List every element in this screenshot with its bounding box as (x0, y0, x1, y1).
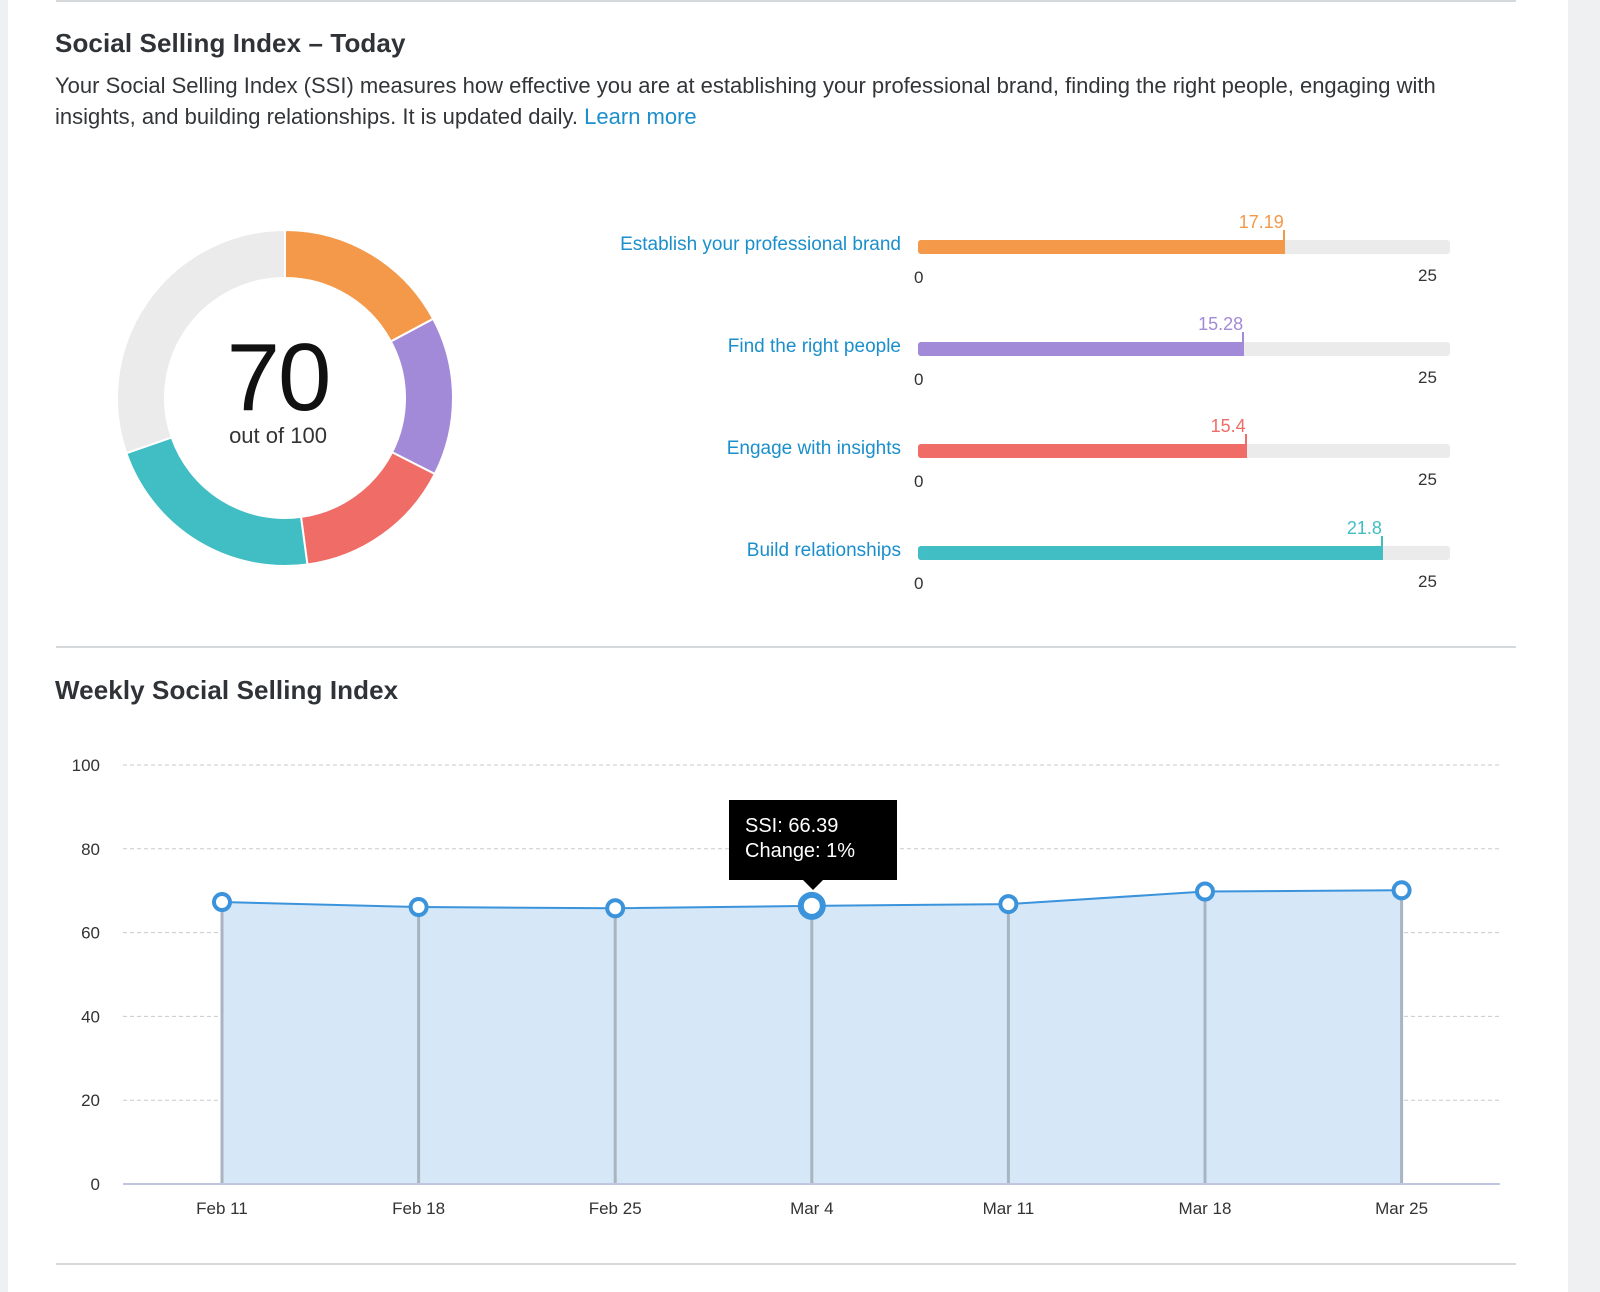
ssi-score-caption: out of 100 (229, 423, 327, 448)
pillar-value: 15.4 (1210, 416, 1246, 436)
pillar-value: 17.19 (1238, 212, 1284, 232)
pillar-bar-marker (1242, 332, 1245, 356)
pillar-label[interactable]: Engage with insights (726, 438, 901, 459)
tooltip-change: Change: 1% (745, 840, 856, 862)
pillar-bar-marker (1380, 536, 1383, 560)
pillar-engage-insights: Engage with insights 15.4 0 25 (568, 410, 1468, 500)
today-title: Social Selling Index – Today (55, 28, 406, 58)
pillar-axis-min: 0 (914, 574, 924, 593)
data-point[interactable] (212, 892, 232, 913)
x-tick-label: Feb 11 (196, 1199, 248, 1218)
pillar-axis-min: 0 (914, 268, 924, 287)
y-tick-label: 0 (91, 1175, 100, 1194)
section-divider (56, 646, 1516, 648)
x-tick-label: Mar 4 (790, 1199, 833, 1218)
donut-segment-1 (389, 317, 454, 476)
ssi-donut-chart (116, 230, 454, 567)
data-point[interactable] (605, 898, 626, 919)
pillar-label[interactable]: Establish your professional brand (620, 234, 901, 255)
data-point[interactable] (1195, 881, 1215, 902)
pillar-axis-max: 25 (1418, 572, 1437, 591)
pillar-professional-brand: Establish your professional brand 17.19 … (568, 206, 1468, 296)
pillar-axis-max: 25 (1418, 368, 1437, 387)
y-tick-label: 60 (81, 924, 100, 943)
bottom-divider (56, 1263, 1516, 1265)
y-tick-label: 80 (81, 840, 100, 859)
pillar-bar-fill (918, 240, 1284, 254)
pillar-bar-track: 17.19 (918, 212, 1450, 254)
pillar-value: 15.28 (1198, 314, 1244, 334)
ssi-description: Your Social Selling Index (SSI) measures… (55, 70, 1505, 132)
top-divider (56, 0, 1516, 2)
weekly-ssi-chart: 0 20 40 60 80 100 Feb 11 Feb 18 Feb 25 Mar 4 Mar 1… (72, 756, 1500, 1218)
data-point[interactable] (1391, 880, 1412, 901)
pillar-axis-max: 25 (1418, 266, 1437, 285)
y-tick-label: 20 (81, 1091, 100, 1110)
learn-more-link[interactable]: Learn more (584, 104, 697, 129)
x-tick-label: Mar 25 (1375, 1199, 1428, 1218)
pillar-right-people: Find the right people 15.28 0 25 (568, 308, 1468, 398)
pillar-build-relationships: Build relationships 21.8 0 25 (568, 512, 1468, 602)
y-tick-label: 40 (81, 1007, 100, 1026)
data-point[interactable] (797, 891, 826, 920)
pillar-bar-marker (1244, 434, 1247, 458)
x-tick-label: Feb 18 (392, 1199, 445, 1218)
data-point[interactable] (998, 894, 1019, 915)
pillar-bar-track: 15.4 (918, 416, 1450, 458)
pillar-bar-marker (1282, 230, 1285, 254)
donut-segment-remaining (116, 230, 286, 455)
donut-segment-2 (299, 450, 437, 566)
ssi-dashboard: Social Selling Index – Today Your Social… (8, 0, 1568, 1292)
pillar-value: 21.8 (1346, 518, 1382, 538)
x-tick-label: Feb 25 (589, 1199, 642, 1218)
data-point[interactable] (408, 897, 429, 918)
pillar-bar-fill (918, 444, 1246, 458)
ssi-score: 70 (226, 324, 332, 431)
x-tick-label: Mar 11 (983, 1199, 1035, 1218)
x-tick-label: Mar 18 (1179, 1199, 1232, 1218)
pillar-label[interactable]: Build relationships (746, 540, 901, 561)
weekly-title: Weekly Social Selling Index (55, 675, 399, 705)
pillar-axis-min: 0 (914, 472, 924, 491)
pillar-axis-max: 25 (1418, 470, 1437, 489)
pillar-bar-track: 15.28 (918, 314, 1450, 356)
donut-segment-3 (125, 436, 309, 567)
pillar-bar-track: 21.8 (918, 518, 1450, 560)
chart-tooltip: SSI: 66.39 Change: 1% (729, 800, 897, 890)
pillar-bar-fill (918, 546, 1382, 560)
pillar-bar-fill (918, 342, 1244, 356)
tooltip-ssi: SSI: 66.39 (745, 815, 839, 837)
y-tick-label: 100 (72, 756, 100, 775)
pillar-axis-min: 0 (914, 370, 924, 389)
description-text: Your Social Selling Index (SSI) measures… (55, 73, 1436, 129)
pillar-label[interactable]: Find the right people (727, 336, 901, 357)
